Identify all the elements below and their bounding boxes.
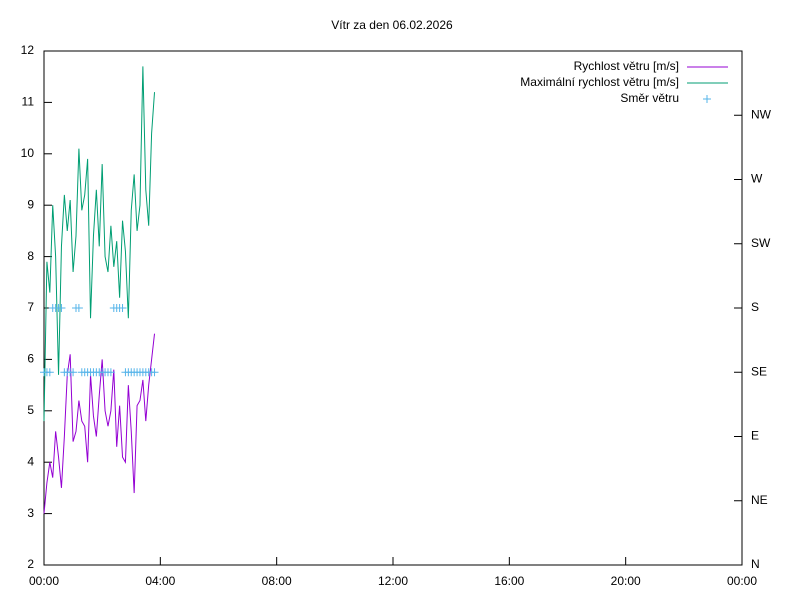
plot-frame: [43, 50, 743, 566]
legend-label: Rychlost větru [m/s]: [574, 59, 679, 73]
chart-title: Vítr za den 06.02.2026: [331, 18, 453, 32]
direction-point: [150, 368, 159, 377]
x-tick-label: 20:00: [611, 574, 641, 588]
x-tick-label: 00:00: [29, 574, 59, 588]
direction-point: [45, 368, 54, 377]
direction-point: [118, 304, 127, 312]
y-tick-label: 5: [27, 403, 34, 417]
legend-label: Maximální rychlost větru [m/s]: [520, 75, 679, 89]
y-tick-label: 7: [27, 300, 34, 314]
y-tick-label: 2: [27, 557, 34, 571]
y-tick-label: 6: [27, 352, 34, 366]
y-tick-label: 10: [21, 146, 35, 160]
y2-tick-label: SW: [751, 236, 771, 250]
y-tick-label: 12: [21, 43, 35, 57]
y-tick-label: 3: [27, 506, 34, 520]
x-tick-label: 00:00: [727, 574, 757, 588]
legend-label: Směr větru: [620, 91, 679, 105]
y-tick-label: 8: [27, 249, 34, 263]
series-line: [43, 66, 156, 422]
x-tick-label: 16:00: [494, 574, 524, 588]
y2-tick-label: S: [751, 300, 759, 314]
x-tick-label: 08:00: [262, 574, 292, 588]
y2-tick-label: N: [751, 557, 760, 571]
y2-tick-label: E: [751, 429, 759, 443]
direction-point: [106, 368, 115, 377]
y-tick-label: 11: [22, 95, 35, 109]
x-tick-label: 04:00: [145, 574, 175, 588]
y2-tick-label: NW: [751, 107, 772, 121]
x-tick-label: 12:00: [378, 574, 408, 588]
series-line: [43, 333, 156, 514]
direction-point: [57, 304, 66, 312]
y-tick-label: 4: [27, 454, 34, 468]
y2-tick-label: W: [751, 172, 763, 186]
direction-point: [74, 304, 83, 312]
y2-tick-label: SE: [751, 364, 767, 378]
direction-point: [69, 368, 78, 377]
y-tick-label: 9: [27, 197, 34, 211]
legend-marker: [703, 95, 711, 103]
y2-tick-label: NE: [751, 493, 768, 507]
